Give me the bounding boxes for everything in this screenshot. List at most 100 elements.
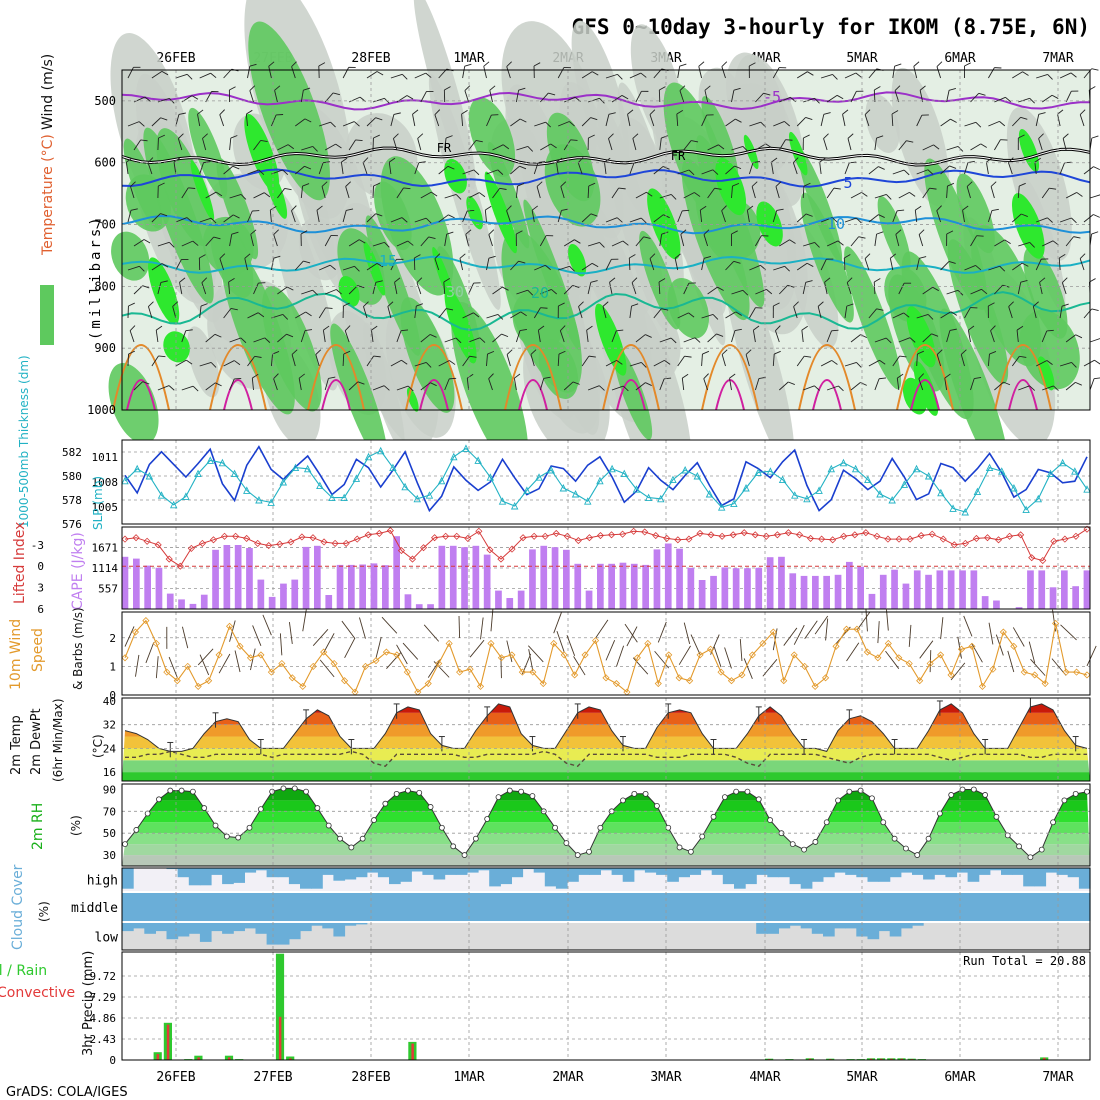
thickness-point (376, 446, 385, 455)
wind-barb (372, 385, 385, 391)
wind-barb (826, 330, 832, 343)
wind-barb (891, 113, 894, 127)
cloud-bar (689, 868, 702, 875)
wind-barb (707, 333, 717, 343)
wind-barb (270, 354, 273, 367)
wind-barb-flag (191, 95, 199, 100)
wind-barb (629, 72, 642, 79)
rh-point (450, 843, 457, 850)
wind-barb (563, 285, 573, 295)
wind-barb (558, 265, 570, 271)
wind-barb (1012, 213, 1022, 223)
cloud-bar (311, 923, 323, 926)
wind-barb (324, 235, 332, 247)
wind-barb-flag (703, 229, 710, 235)
wind-barb (205, 191, 217, 199)
wind-barb (291, 66, 296, 79)
tick-label: 1671 (92, 542, 119, 555)
thickness-point (559, 483, 568, 492)
wind-barb (611, 330, 617, 343)
wind-barb-flag (691, 140, 699, 143)
wind-barb (510, 311, 521, 319)
thickness-point (401, 482, 409, 491)
wind-barb (605, 359, 617, 367)
wind-label: Wind (m/s) (40, 54, 56, 130)
wind-barb-flag (716, 333, 724, 337)
wind-barb-flag (465, 229, 472, 235)
wind-barb (348, 139, 356, 151)
wind-barb (844, 362, 857, 367)
tick-label: 70 (103, 805, 116, 818)
lifted-index-point (1028, 554, 1036, 562)
wind-barb-flag (428, 236, 436, 240)
wind-barb-flag (919, 256, 927, 259)
wind-barb (515, 330, 521, 343)
cloud-bar (1023, 893, 1035, 921)
wind-barb (295, 118, 306, 127)
surface-wind-barb (762, 659, 778, 677)
pressure-unit-label: (millibars) (88, 214, 104, 340)
wind-barb (683, 140, 692, 151)
isotherm-30-bump (223, 379, 253, 411)
wind-barb (916, 353, 918, 367)
surface-wind-barb (250, 648, 256, 671)
lifted-index-point (243, 534, 251, 542)
wind-barb-flag (455, 337, 462, 344)
surface-wind-barb (877, 621, 880, 644)
cloud-bar (211, 923, 223, 932)
wind-barb (461, 114, 464, 127)
isotherm-25-bump (798, 344, 856, 411)
cloud-bar (567, 868, 579, 882)
wind-barb (342, 265, 355, 271)
tick-label: 0 (109, 1054, 116, 1067)
wind-speed-point (623, 688, 631, 696)
wind-barb-flag (201, 277, 208, 283)
wind-barb (1061, 282, 1067, 295)
wind-barb-flag (302, 183, 310, 187)
wind-barb-flag (974, 377, 982, 380)
wind-barb (898, 140, 907, 151)
wind-barb-flag (805, 280, 813, 283)
wind-barb-flag (499, 187, 507, 190)
rh-bands (122, 788, 1090, 866)
rh-point (959, 786, 966, 793)
cloud-bar (322, 868, 334, 875)
wind-barb (205, 91, 212, 103)
wind-barb-flag (832, 217, 838, 223)
date-label-top: 28FEB (351, 51, 390, 66)
cloud-bar (433, 893, 446, 921)
wind-barb (922, 144, 934, 151)
cloud-bar (811, 868, 824, 882)
cloud-bar (778, 868, 791, 878)
tick-label: 24 (103, 742, 117, 755)
cape-bar (336, 564, 344, 609)
wind-barb-flag (733, 87, 741, 91)
rh-point (676, 844, 683, 851)
cloud-bar (889, 868, 902, 878)
cape-bar (608, 563, 615, 609)
rh-point (982, 792, 989, 798)
thickness-point (742, 483, 750, 492)
wind-barb-flag (831, 360, 838, 365)
rh-80-region (877, 196, 911, 272)
precip-convective-bar (900, 1058, 903, 1060)
surface-wind-barb (521, 653, 532, 675)
wind-barb-flag (407, 240, 414, 246)
rh2m-unit-label: (%) (69, 815, 83, 836)
rh-60-region (559, 82, 624, 239)
wind-barb (157, 282, 162, 295)
cloud-ylabel: Cloud Cover (10, 864, 26, 950)
thickness-point (230, 469, 239, 478)
chart-title: GFS 0~10day 3-hourly for IKOM (8.75E, 6N… (572, 15, 1090, 39)
cloud-label: Cloud Cover (10, 864, 26, 950)
upper-wind-barbs (125, 61, 1100, 392)
wind-barb (537, 330, 541, 343)
thickness-point (669, 475, 677, 484)
wind-barb (966, 186, 971, 199)
wind-speed-point (1010, 642, 1018, 650)
wind-speed-point (341, 677, 349, 685)
wind-speed-point (571, 671, 579, 679)
lifted-index-point (541, 532, 549, 540)
wind-barb (721, 354, 726, 367)
wind-barb (826, 240, 839, 247)
